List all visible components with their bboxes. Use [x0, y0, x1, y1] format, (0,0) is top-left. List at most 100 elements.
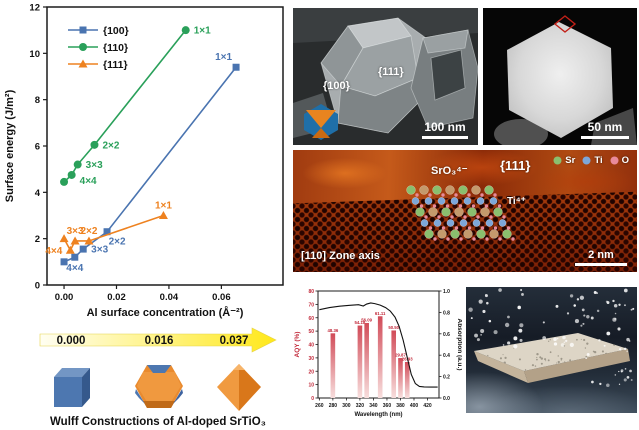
o-atom-icon: [610, 156, 619, 165]
wulff-arrow-and-shapes: 0.000 0.016 0.037: [39, 327, 277, 411]
wulff-construction-panel: 0.000 0.016 0.037: [24, 322, 292, 428]
y-tick-label: 0: [35, 281, 40, 292]
ti-atom-icon: [582, 156, 591, 165]
atom-dot: [476, 197, 485, 205]
photocatalyst-photo: [466, 287, 637, 413]
point-label: 1×1: [194, 26, 211, 37]
atom-dot: [484, 185, 494, 195]
data-point-circle: [67, 170, 76, 179]
wulff-octahedron-111: [217, 364, 261, 411]
arrow-value-1: 0.016: [145, 335, 174, 347]
aqy-bar: [391, 330, 397, 398]
atom-dot-o: [463, 215, 467, 219]
point-label: 4×4: [66, 263, 83, 274]
aqy-bar: [330, 333, 336, 398]
x-tick-label: 400: [410, 403, 419, 409]
data-point-triangle: [78, 59, 88, 68]
legend-item-sr: Sr: [553, 155, 575, 166]
data-point-square: [232, 63, 240, 71]
atom-dot: [450, 197, 459, 205]
ion-label: Ti⁴⁺: [507, 196, 526, 207]
atom-dot-o: [471, 204, 476, 208]
point-label: 3×3: [86, 160, 103, 171]
point-label: 1×1: [215, 52, 232, 63]
atom-dot: [459, 219, 468, 227]
atom-dot: [454, 207, 464, 217]
atom-dot-o: [467, 226, 472, 230]
atom-dot: [489, 229, 499, 239]
surface-energy-chart: 0.00 0.02 0.04 0.060246810124×43×32×21×14×4…: [4, 3, 284, 319]
atom-dot: [437, 229, 447, 239]
y-right-tick-label: 0.0: [443, 396, 450, 402]
y-tick-label: 8: [35, 95, 40, 106]
y-left-tick-label: 80: [308, 289, 314, 295]
x-tick-label: 320: [356, 403, 365, 409]
y-left-tick-label: 60: [308, 316, 314, 322]
data-point-triangle: [59, 234, 69, 243]
y-right-tick-label: 0.2: [443, 375, 450, 381]
atom-dot-o: [459, 237, 463, 241]
red-diamond-marker: [553, 15, 577, 33]
facet-label-111: {111}: [378, 66, 404, 78]
point-label: 4×4: [80, 176, 97, 187]
atom-dot: [450, 229, 460, 239]
sr-atom-icon: [553, 156, 562, 165]
stem-atom-legend: Sr Ti O: [553, 155, 629, 166]
atom-dot: [498, 219, 507, 227]
arrow-value-0: 0.000: [57, 335, 86, 347]
y-tick-label: 6: [35, 142, 40, 153]
atom-dot-o: [502, 215, 506, 219]
scale-bar-50nm-text: 50 nm: [587, 120, 623, 134]
aqy-bar: [357, 325, 363, 398]
x-tick-label: 0.02: [107, 292, 126, 303]
atom-dot-o: [476, 215, 480, 219]
y-axis-title: Surface energy (J/m²): [4, 89, 16, 202]
scale-bar-50nm-line: [581, 136, 629, 139]
atom-dot: [441, 207, 451, 217]
legend-label-sr: Sr: [565, 155, 576, 166]
atom-dot-o: [450, 215, 454, 219]
aqy-bar: [364, 322, 369, 398]
y-left-axis-title: AQY (%): [294, 332, 301, 358]
data-point-circle: [60, 177, 69, 186]
atom-dot-o: [446, 237, 450, 241]
atom-dot-o: [497, 204, 502, 208]
scale-bar-100nm: 100 nm: [422, 120, 468, 139]
aqy-bar: [404, 361, 410, 398]
atom-cluster: [406, 185, 515, 241]
y-right-tick-label: 1.0: [443, 289, 450, 295]
stem-facet-label: {111}: [500, 158, 531, 173]
data-point-triangle: [84, 236, 94, 245]
scale-bar-100nm-line: [422, 136, 468, 139]
sem-image-single-particle: 50 nm: [483, 8, 637, 145]
slab-left-edge: [474, 351, 528, 383]
atom-dot-o: [484, 204, 489, 208]
atom-dot-o: [480, 226, 485, 230]
data-point-triangle: [65, 245, 75, 254]
atom-dot: [472, 219, 481, 227]
atom-dot: [424, 229, 434, 239]
atom-dot: [437, 197, 446, 205]
point-label: 2×2: [102, 140, 119, 151]
wulff-truncated-polyhedron: [135, 365, 183, 408]
data-point-circle: [90, 140, 99, 149]
x-tick-label: 300: [342, 403, 351, 409]
atom-dot: [467, 207, 477, 217]
aqy-bar: [398, 358, 403, 398]
aqy-bar-label: 54.18: [355, 320, 366, 325]
atom-dot-o: [511, 237, 515, 241]
x-axis-title: Wavelength (nm): [354, 412, 402, 418]
legend-label: {110}: [103, 42, 128, 54]
atom-dot-o: [441, 193, 445, 197]
atom-dot-o: [485, 237, 489, 241]
stem-lattice-image: SrO₃⁴⁻ {111} Ti⁴⁺ [110] Zone axis Sr Ti: [293, 150, 637, 272]
atom-dot-o: [433, 237, 437, 241]
atom-dot: [420, 219, 429, 227]
facet-label-100: {100}: [323, 80, 350, 92]
atom-dot-o: [498, 237, 502, 241]
atom-dot-o: [493, 193, 497, 197]
data-point-triangle: [70, 236, 80, 245]
atom-dot: [419, 185, 429, 195]
aqy-absorption-chart: 260 280 300 320 340 360 380 400 420 0 10 20 30 40 50 60…: [294, 289, 462, 418]
legend-item-ti: Ti: [582, 155, 603, 166]
